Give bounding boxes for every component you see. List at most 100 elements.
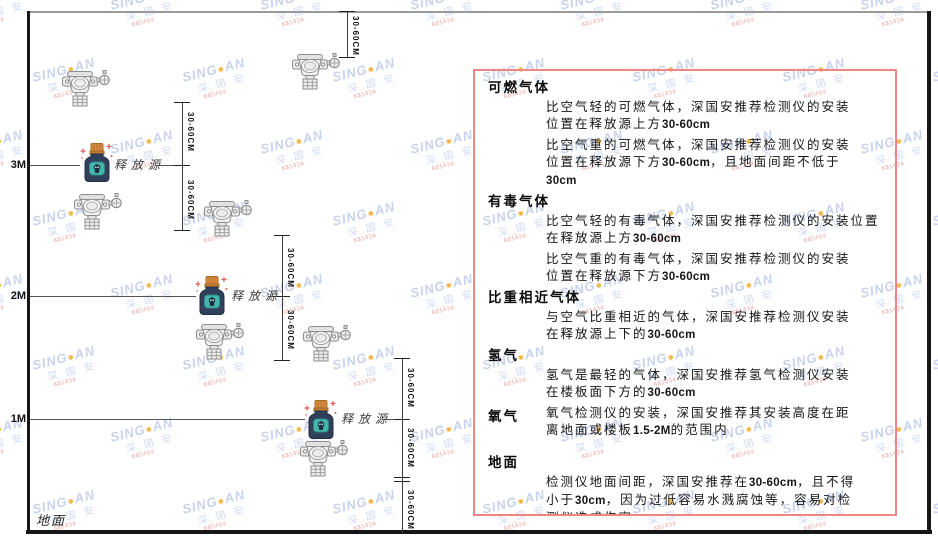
info-panel: 可燃气体比空气轻的可燃气体，深国安推荐检测仪的安装 位置在释放源上方30-60cm… — [473, 69, 897, 516]
ground-line — [26, 530, 932, 534]
watermark-dot-icon: ● — [444, 0, 454, 4]
watermark-dot-icon: ● — [366, 206, 377, 221]
gas-detector-icon — [300, 439, 348, 477]
watermark-code: 681434 — [581, 16, 606, 29]
release-source-icon — [195, 275, 229, 317]
watermark-sub-brand: 深 国 安 — [196, 504, 248, 528]
watermark-sub-brand: 深 国 安 — [0, 0, 26, 24]
gas-detector-icon — [196, 322, 244, 360]
release-source-label: 释放源 — [231, 289, 283, 303]
watermark-code: 681434 — [53, 376, 78, 389]
tick-mark — [174, 102, 190, 103]
watermark-dot-icon: ● — [294, 0, 304, 4]
watermark-code: 681434 — [881, 16, 906, 29]
dim-label-30-60cm: 30-60CM — [186, 180, 195, 220]
ceiling-line — [28, 11, 929, 13]
gas-detector-icon — [292, 52, 340, 90]
watermark-dot-icon: ● — [216, 62, 227, 77]
watermark-brand-text: SING●AN — [408, 126, 475, 157]
watermark-code: 681434 — [131, 448, 156, 461]
watermark-brand-text: SING●AN — [930, 61, 938, 85]
watermark-code: 681434 — [203, 88, 228, 101]
section-paragraph: 比空气轻的可燃气体，深国安推荐检测仪的安装 位置在释放源上方30-60cm — [546, 100, 851, 131]
section-heading: 地面 — [488, 455, 519, 470]
watermark-code: 681434 — [131, 304, 156, 317]
release-source-icon — [304, 399, 338, 441]
tick-mark — [394, 358, 410, 359]
watermark-dot-icon: ● — [744, 0, 754, 4]
dimension-line-1m — [402, 358, 403, 533]
dim-label-30-60cm: 30-60CM — [351, 16, 360, 56]
watermark-dot-icon: ● — [144, 134, 155, 149]
watermark-sub-brand: 深 国 安 — [46, 360, 98, 384]
watermark-code: 681434 — [731, 16, 756, 29]
watermark-sub-brand: 深 国 安 — [196, 72, 248, 96]
dim-label-30-60cm: 30-60CM — [286, 310, 295, 350]
watermark-code: 681434 — [0, 16, 6, 29]
watermark-sub-brand: 深 国 安 — [0, 432, 26, 456]
watermark-dot-icon: ● — [0, 0, 5, 4]
watermark-sub-brand: 深 国 安 — [124, 288, 176, 312]
watermark-brand-text: SING●AN — [930, 349, 938, 373]
watermark-sub-brand: 深 国 安 — [274, 144, 326, 168]
dimension-line-ceiling — [347, 12, 348, 58]
dim-label-30-60cm: 30-60CM — [406, 428, 415, 468]
dim-label-30-60cm: 30-60CM — [406, 490, 415, 530]
watermark-brand-text: SING●AN — [330, 54, 397, 85]
section-paragraph: 与空气比重相近的气体，深国安推荐检测仪安装 在释放源上下的30-60cm — [546, 310, 851, 341]
watermark-brand-text: SING●AN — [408, 414, 475, 445]
left-wall-line — [27, 11, 30, 534]
watermark-brand-text: SING●AN — [0, 127, 25, 157]
tick-mark — [274, 296, 290, 297]
watermark-brand-text: SING●AN — [930, 493, 938, 517]
watermark-sub-brand: 深 国 安 — [346, 504, 398, 528]
section-heading: 氢气 — [488, 348, 519, 363]
section-inline-row: 氧气 氧气检测仪的安装，深国安推荐其安装高度在距 离地面或楼板1.5-2M的范围内 — [488, 405, 887, 440]
watermark-sub-brand: 深 国 安 — [424, 432, 476, 456]
ref-line-3m — [30, 165, 80, 166]
tick-mark — [174, 165, 190, 166]
watermark-code: 681434 — [281, 16, 306, 29]
gas-detector-icon — [74, 192, 122, 230]
dimension-line-3m — [182, 102, 183, 231]
watermark-dot-icon: ● — [144, 278, 155, 293]
watermark-brand-text: SING●AN — [330, 198, 397, 229]
release-source-label: 释放源 — [114, 158, 166, 172]
watermark-code: 681434 — [203, 376, 228, 389]
watermark-dot-icon: ● — [366, 350, 377, 365]
watermark-brand-text: SING●AN — [258, 126, 325, 157]
watermark-brand-text: SING●AN — [108, 126, 175, 157]
watermark-dot-icon: ● — [144, 0, 154, 4]
section-heading: 比重相近气体 — [488, 290, 581, 305]
watermark-dot-icon: ● — [294, 134, 305, 149]
release-source-label: 释放源 — [341, 412, 393, 426]
watermark-dot-icon: ● — [144, 422, 155, 437]
watermark-code: 681434 — [281, 160, 306, 173]
section-heading: 可燃气体 — [488, 80, 550, 95]
tick-mark — [339, 57, 355, 58]
height-label-3m: 3M — [10, 159, 26, 171]
watermark-brand-text: SING●AN — [330, 486, 397, 517]
watermark-brand-text: SING●AN — [0, 0, 25, 13]
release-source-icon — [80, 142, 114, 184]
section-heading: 有毒气体 — [488, 194, 550, 209]
section-paragraph: 氧气检测仪的安装，深国安推荐其安装高度在距 离地面或楼板1.5-2M的范围内 — [546, 406, 851, 437]
watermark-dot-icon: ● — [66, 494, 77, 509]
watermark-sub-brand: 深 国 安 — [346, 360, 398, 384]
tick-mark — [394, 419, 410, 420]
tick-mark — [274, 235, 290, 236]
